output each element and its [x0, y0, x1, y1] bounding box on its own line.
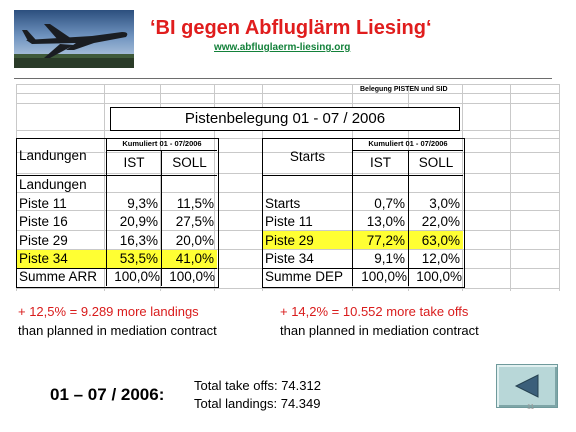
- page-number: 11: [527, 404, 535, 411]
- landings-row-soll: 20,0%: [175, 233, 214, 248]
- landings-sum-name: Summe ARR: [19, 269, 98, 284]
- takeoffs-note-line2: than planned in mediation contract: [280, 323, 479, 338]
- header-divider: [14, 78, 552, 79]
- back-button[interactable]: [496, 364, 558, 408]
- landings-highlight-row: [17, 250, 217, 268]
- starts-row-ist: 9,1%: [374, 251, 405, 266]
- starts-header: Starts: [289, 149, 326, 164]
- landings-row-ist: 20,9%: [119, 214, 158, 229]
- airplane-logo: [14, 10, 134, 68]
- landings-note-line2: than planned in mediation contract: [18, 323, 217, 338]
- landings-period: Kumuliert 01 - 07/2006: [122, 139, 202, 148]
- takeoffs-note-line1: + 14,2% = 10.552 more take offs: [280, 304, 469, 319]
- triangle-left-icon: [514, 374, 539, 398]
- landings-col-ist: IST: [123, 155, 145, 170]
- period-label: 01 – 07 / 2006:: [50, 385, 165, 404]
- landings-row-soll: 41,0%: [175, 251, 214, 266]
- landings-sum-ist: 100,0%: [114, 269, 160, 284]
- starts-row-name: Piste 34: [265, 251, 314, 266]
- starts-row-soll: 3,0%: [429, 196, 460, 211]
- starts-period: Kumuliert 01 - 07/2006: [368, 139, 448, 148]
- landings-row-ist: 16,3%: [119, 233, 158, 248]
- landings-sum-soll: 100,0%: [169, 269, 215, 284]
- total-landings: Total landings: 74.349: [194, 396, 321, 411]
- starts-col-soll: SOLL: [418, 155, 454, 170]
- landings-row-name: Piste 29: [19, 233, 68, 248]
- starts-highlight-row: [263, 231, 463, 249]
- landings-section-label: Landungen: [19, 177, 87, 192]
- landings-row-soll: 27,5%: [175, 214, 214, 229]
- landings-note-line1: + 12,5% = 9.289 more landings: [18, 304, 199, 319]
- landings-row-ist: 9,3%: [127, 196, 158, 211]
- landings-row-name: Piste 34: [19, 251, 68, 266]
- total-takeoffs: Total take offs: 74.312: [194, 378, 321, 393]
- landings-row-name: Piste 16: [19, 214, 68, 229]
- starts-row-ist: 13,0%: [366, 214, 405, 229]
- landings-row-ist: 53,5%: [119, 251, 158, 266]
- starts-row-ist: 77,2%: [366, 233, 405, 248]
- landings-header: Landungen: [19, 148, 87, 163]
- starts-sum-name: Summe DEP: [265, 269, 344, 284]
- starts-row-name: Piste 11: [265, 214, 313, 229]
- starts-row-soll: 22,0%: [421, 214, 460, 229]
- website-link[interactable]: www.abfluglaerm-liesing.org: [214, 42, 351, 53]
- page-title: ‘BI gegen Abfluglärm Liesing‘: [150, 17, 432, 39]
- starts-row-soll: 63,0%: [421, 233, 460, 248]
- starts-row-ist: 0,7%: [374, 196, 405, 211]
- landings-row-name: Piste 11: [19, 196, 67, 211]
- starts-row-name: Starts: [265, 196, 301, 211]
- landings-row-soll: 11,5%: [176, 196, 214, 211]
- landings-col-soll: SOLL: [172, 155, 207, 170]
- starts-row-soll: 12,0%: [421, 251, 460, 266]
- starts-col-ist: IST: [369, 155, 391, 170]
- sheet-caption: Belegung PISTEN und SID: [360, 86, 448, 93]
- starts-table: [262, 138, 465, 288]
- starts-sum-soll: 100,0%: [416, 269, 462, 284]
- starts-sum-ist: 100,0%: [361, 269, 407, 284]
- table-title: Pistenbelegung 01 - 07 / 2006: [110, 107, 460, 131]
- starts-row-name: Piste 29: [265, 233, 314, 248]
- landings-table: [16, 138, 219, 288]
